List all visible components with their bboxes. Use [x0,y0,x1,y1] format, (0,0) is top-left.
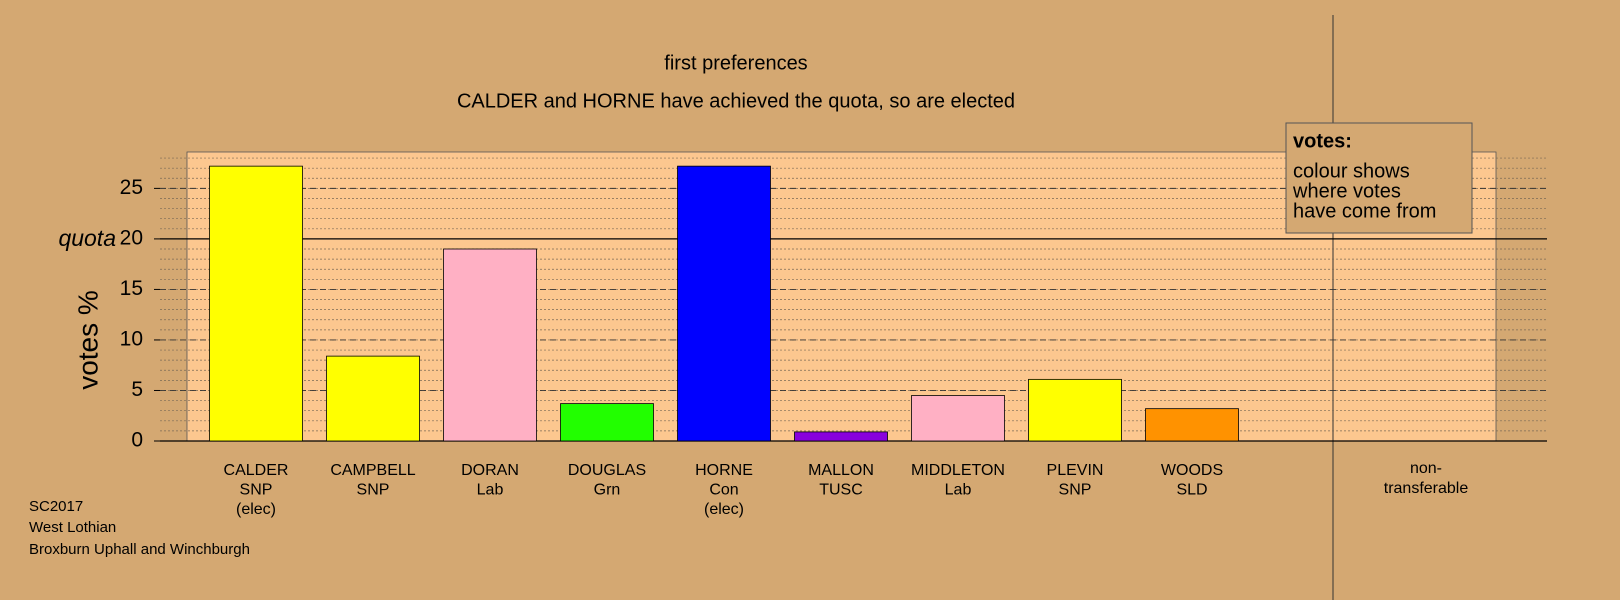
x-tick-label: DOUGLAS [568,462,646,479]
column-label: non- [1410,460,1442,477]
x-tick-label: Con [709,482,738,499]
x-tick-label: SNP [1059,482,1092,499]
x-tick-label: Lab [945,482,972,499]
quota-label: quota [58,225,116,251]
x-tick-label: CAMPBELL [330,462,415,479]
x-tick-label: (elec) [236,501,276,518]
x-tick-label: DORAN [461,462,519,479]
x-tick-label: (elec) [704,501,744,518]
legend-title: votes: [1293,130,1352,152]
x-tick-label: PLEVIN [1047,462,1104,479]
x-tick-label: SNP [357,482,390,499]
x-tick-label: CALDER [224,462,289,479]
y-tick-label: 25 [120,176,143,199]
legend-text: have come from [1293,200,1436,222]
column-label: transferable [1384,480,1469,497]
x-tick-label: HORNE [695,462,753,479]
x-tick-label: Grn [594,482,621,499]
chart-subtitle: CALDER and HORNE have achieved the quota… [457,90,1015,112]
footer-line: SC2017 [29,498,83,515]
footer-line: West Lothian [29,519,116,536]
legend-text: colour shows [1293,160,1410,182]
x-tick-label: SNP [240,482,273,499]
x-tick-label: SLD [1176,482,1207,499]
y-tick-label: 0 [131,429,143,452]
x-tick-label: TUSC [819,482,863,499]
bar [443,248,537,442]
y-tick-label: 5 [131,378,143,401]
footer-line: Broxburn Uphall and Winchburgh [29,541,250,558]
bar [209,165,303,442]
bar [1028,378,1122,442]
bar [560,403,654,442]
y-tick-label: 10 [120,327,143,350]
y-axis-label: votes % [72,290,103,390]
x-tick-label: Lab [477,482,504,499]
bar [677,165,771,442]
y-tick-label: 20 [120,226,143,249]
legend-text: where votes [1292,180,1401,202]
x-tick-label: MALLON [808,462,874,479]
bar [911,395,1005,442]
bar [326,355,420,442]
x-tick-label: MIDDLETON [911,462,1005,479]
x-tick-label: WOODS [1161,462,1223,479]
y-tick-label: 15 [120,277,143,300]
bar [794,431,888,442]
chart-title: first preferences [664,52,807,74]
bar [1145,408,1239,442]
legend-box [1285,122,1473,234]
